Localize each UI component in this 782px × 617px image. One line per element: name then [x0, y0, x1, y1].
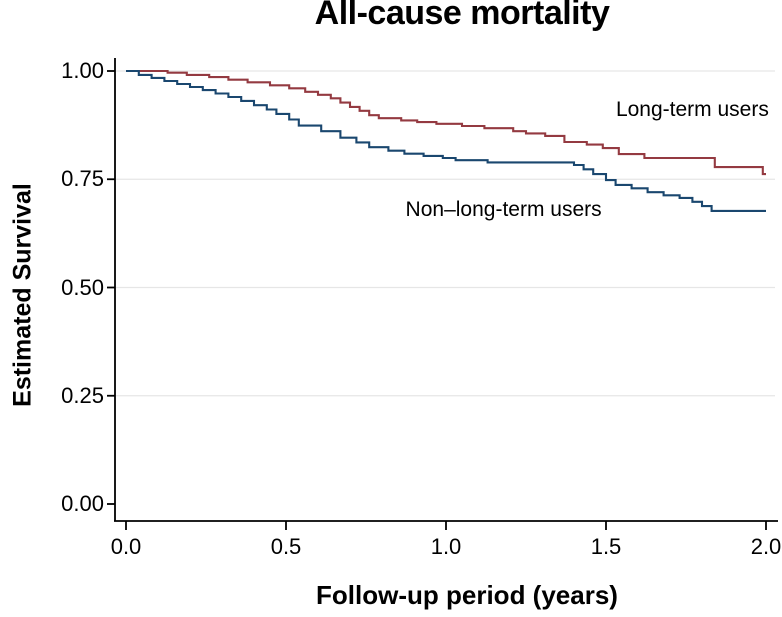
series-label-long-term: Long-term users	[615, 97, 769, 121]
x-tick-label: 2.0	[750, 534, 782, 559]
series-label-non-long-term: Non–long-term users	[405, 197, 602, 221]
y-tick-label: 0.75	[61, 166, 104, 192]
x-tick-label: 1.0	[430, 534, 462, 559]
survival-curve-non-long-term	[126, 69, 766, 212]
x-tick-label: 1.5	[590, 534, 622, 559]
survival-curve-long-term	[126, 69, 766, 176]
x-tick-label: 0.0	[110, 534, 142, 559]
y-tick-label: 0.00	[61, 491, 104, 516]
y-tick-label: 1.00	[61, 58, 104, 83]
x-axis-title: Follow-up period (years)	[316, 580, 618, 610]
x-tick-label: 0.5	[270, 534, 302, 559]
chart-title: All-cause mortality	[314, 0, 610, 32]
y-tick-label: 0.25	[61, 382, 104, 408]
y-tick-label: 0.50	[61, 274, 104, 300]
